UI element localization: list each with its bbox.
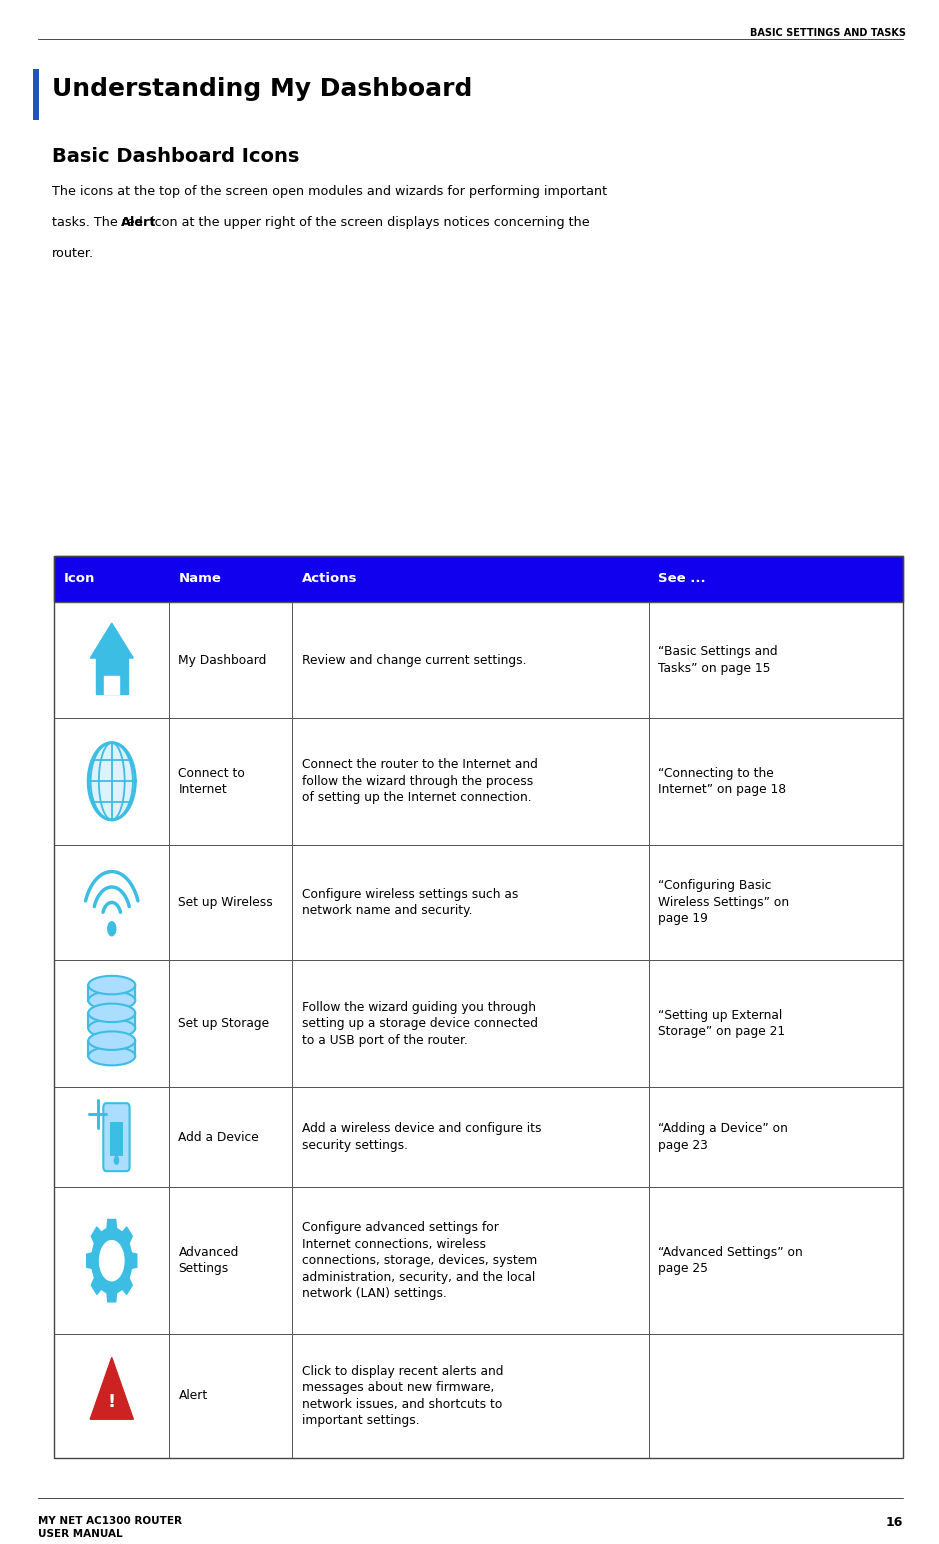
Text: Set up Storage: Set up Storage (178, 1017, 269, 1030)
Text: BASIC SETTINGS AND TASKS: BASIC SETTINGS AND TASKS (750, 28, 906, 37)
Text: “Configuring Basic
Wireless Settings” on
page 19: “Configuring Basic Wireless Settings” on… (658, 880, 789, 925)
Polygon shape (88, 1013, 135, 1028)
Bar (54, 1187, 903, 1334)
Bar (54, 1334, 903, 1458)
Text: Follow the wizard guiding you through
setting up a storage device connected
to a: Follow the wizard guiding you through se… (301, 1001, 537, 1047)
Text: router.: router. (52, 247, 94, 259)
Polygon shape (88, 743, 135, 820)
Text: Review and change current settings.: Review and change current settings. (301, 653, 526, 667)
Bar (54, 1334, 903, 1458)
Ellipse shape (88, 1031, 135, 1050)
Ellipse shape (88, 1004, 135, 1022)
Text: Advanced
Settings: Advanced Settings (178, 1246, 239, 1275)
Polygon shape (104, 676, 119, 695)
Bar (54, 1087, 903, 1187)
Text: Alert: Alert (178, 1390, 208, 1402)
Bar (54, 718, 903, 845)
Bar (110, 1121, 123, 1155)
Ellipse shape (88, 991, 135, 1010)
Text: Configure wireless settings such as
network name and security.: Configure wireless settings such as netw… (301, 888, 518, 917)
Bar (54, 1187, 903, 1334)
Bar (54, 602, 903, 718)
Ellipse shape (88, 1047, 135, 1065)
Text: Understanding My Dashboard: Understanding My Dashboard (52, 77, 472, 102)
Polygon shape (96, 1368, 128, 1416)
Text: “Adding a Device” on
page 23: “Adding a Device” on page 23 (658, 1122, 788, 1152)
Bar (54, 960, 903, 1087)
Text: icon at the upper right of the screen displays notices concerning the: icon at the upper right of the screen di… (146, 216, 590, 229)
Text: Connect the router to the Internet and
follow the wizard through the process
of : Connect the router to the Internet and f… (301, 758, 537, 804)
Ellipse shape (88, 1019, 135, 1038)
Text: “Setting up External
Storage” on page 21: “Setting up External Storage” on page 21 (658, 1008, 785, 1039)
Text: Click to display recent alerts and
messages about new firmware,
network issues, : Click to display recent alerts and messa… (301, 1365, 503, 1427)
Text: “Basic Settings and
Tasks” on page 15: “Basic Settings and Tasks” on page 15 (658, 645, 777, 675)
Text: MY NET AC1300 ROUTER
USER MANUAL: MY NET AC1300 ROUTER USER MANUAL (38, 1516, 181, 1539)
Polygon shape (88, 1041, 135, 1056)
Bar (54, 556, 903, 1458)
Text: !: ! (108, 1393, 115, 1411)
Polygon shape (96, 658, 128, 695)
Polygon shape (88, 985, 135, 1001)
Text: Connect to
Internet: Connect to Internet (178, 766, 245, 797)
Polygon shape (90, 1357, 133, 1419)
Text: Basic Dashboard Icons: Basic Dashboard Icons (52, 147, 299, 165)
Text: “Advanced Settings” on
page 25: “Advanced Settings” on page 25 (658, 1246, 803, 1275)
Circle shape (107, 920, 116, 936)
Bar (54, 556, 903, 602)
Text: 16: 16 (885, 1516, 903, 1529)
Text: Actions: Actions (301, 573, 357, 585)
Ellipse shape (88, 976, 135, 994)
Polygon shape (86, 1220, 137, 1302)
Bar (54, 1087, 903, 1187)
Text: tasks. The red: tasks. The red (52, 216, 146, 229)
Text: Add a wireless device and configure its
security settings.: Add a wireless device and configure its … (301, 1122, 541, 1152)
Text: My Dashboard: My Dashboard (178, 653, 267, 667)
Bar (54, 960, 903, 1087)
Bar (54, 845, 903, 960)
Text: Add a Device: Add a Device (178, 1130, 259, 1144)
Text: See ...: See ... (658, 573, 706, 585)
Text: Configure advanced settings for
Internet connections, wireless
connections, stor: Configure advanced settings for Internet… (301, 1221, 537, 1300)
Polygon shape (100, 1241, 124, 1280)
Circle shape (114, 1155, 119, 1166)
Text: The icons at the top of the screen open modules and wizards for performing impor: The icons at the top of the screen open … (52, 185, 607, 198)
Bar (54, 602, 903, 718)
Text: Set up Wireless: Set up Wireless (178, 896, 273, 909)
FancyBboxPatch shape (103, 1102, 130, 1172)
Bar (54, 556, 903, 602)
Bar (33, 69, 39, 120)
Polygon shape (90, 624, 133, 658)
Text: Alert: Alert (121, 216, 157, 229)
Text: Icon: Icon (64, 573, 95, 585)
Text: “Connecting to the
Internet” on page 18: “Connecting to the Internet” on page 18 (658, 766, 786, 797)
Text: Name: Name (178, 573, 222, 585)
Bar (54, 718, 903, 845)
Bar (54, 845, 903, 960)
